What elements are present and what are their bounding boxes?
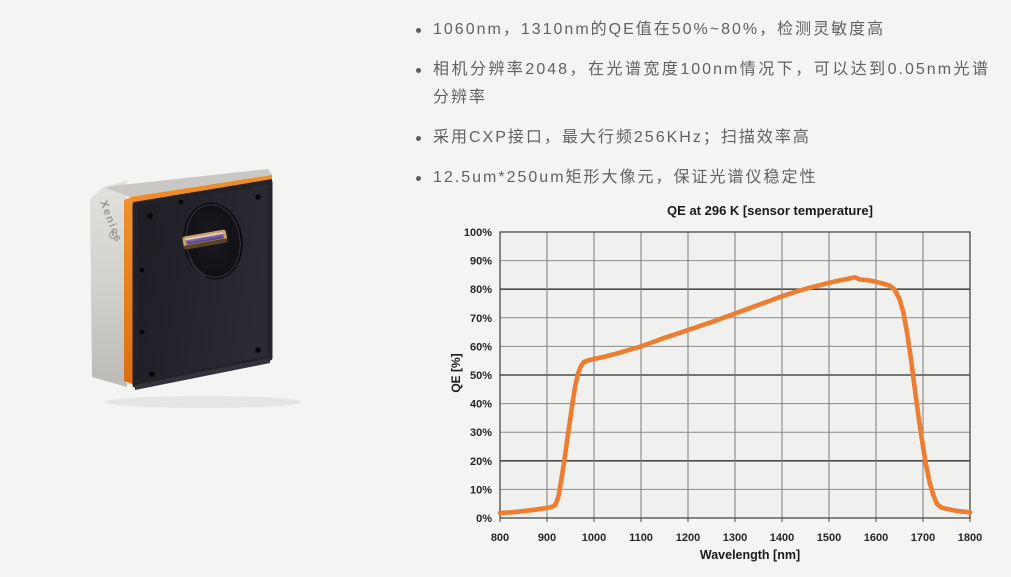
- y-tick-label: 50%: [470, 370, 492, 382]
- x-tick-label: 1300: [723, 532, 747, 544]
- bullet-dot-icon: [408, 16, 433, 44]
- y-tick-label: 80%: [470, 284, 492, 296]
- camera-bevel-highlight: [89, 179, 128, 200]
- aperture-inner-glint: [188, 257, 207, 278]
- camera-top-panel: [103, 169, 272, 197]
- x-tick-label: 1800: [958, 532, 982, 544]
- spec-item: 相机分辨率2048，在光谱宽度100nm情况下，可以达到0.05nm光谱分辨率: [408, 56, 990, 112]
- camera-shadow: [104, 396, 304, 408]
- x-tick-label: 1200: [676, 532, 700, 544]
- plot-layers: 800 900 1000 1100 1200 1300 1400 1500 1600 1700 18…: [464, 227, 982, 544]
- spec-item: 采用CXP接口，最大行频256KHz；扫描效率高: [408, 124, 990, 152]
- bullet-dot-icon: [408, 124, 433, 152]
- spec-item: 1060nm，1310nm的QE值在50%~80%，检测灵敏度高: [408, 16, 990, 44]
- camera-side-panel: [90, 180, 127, 387]
- camera-image: Xenics: [89, 169, 304, 408]
- x-tick-label: 1100: [629, 532, 653, 544]
- x-tick-label: 1500: [817, 532, 841, 544]
- bullet-dot-icon: [408, 164, 433, 192]
- camera-screws: [139, 194, 261, 377]
- x-tick-label: 900: [538, 532, 556, 544]
- y-tick-label: 70%: [470, 313, 492, 325]
- y-tick-label: 30%: [470, 427, 492, 439]
- y-tick-label: 0%: [476, 513, 492, 525]
- y-tick-label: 10%: [470, 484, 492, 496]
- chart-x-axis-label: Wavelength [nm]: [699, 548, 801, 562]
- spec-list: 1060nm，1310nm的QE值在50%~80%，检测灵敏度高相机分辨率204…: [408, 16, 990, 204]
- spec-text: 相机分辨率2048，在光谱宽度100nm情况下，可以达到0.05nm光谱分辨率: [433, 61, 990, 106]
- spec-item: 12.5um*250um矩形大像元，保证光谱仪稳定性: [408, 164, 990, 192]
- spec-text: 1060nm，1310nm的QE值在50%~80%，检测灵敏度高: [433, 21, 886, 38]
- camera-line-sensor: [182, 229, 228, 250]
- x-tick-label: 1000: [582, 532, 606, 544]
- plot-border: [499, 231, 971, 519]
- spec-text: 采用CXP接口，最大行频256KHz；扫描效率高: [433, 129, 811, 146]
- y-tick-label: 20%: [470, 456, 492, 468]
- spec-text: 12.5um*250um矩形大像元，保证光谱仪稳定性: [433, 169, 818, 186]
- x-tick-label: 800: [491, 532, 509, 544]
- product-photo: Xenics: [86, 166, 304, 412]
- brand-logo-dot: [112, 234, 114, 236]
- brand-logo-icon: [109, 231, 117, 239]
- x-tick-label: 1400: [770, 532, 794, 544]
- camera-orange-strip: [124, 196, 135, 385]
- x-tick-label: 1700: [911, 532, 935, 544]
- x-tick-label: 1600: [864, 532, 888, 544]
- qe-curve: [497, 274, 973, 516]
- qe-chart: QE at 296 K [sensor temperature] QE [%] …: [440, 200, 1011, 577]
- y-tick-label: 100%: [464, 227, 492, 239]
- y-tick-label: 40%: [470, 399, 492, 411]
- camera-orange-top-edge: [130, 175, 272, 202]
- y-tick-label: 60%: [470, 341, 492, 353]
- bullet-dot-icon: [408, 56, 433, 112]
- y-tick-label: 90%: [470, 256, 492, 268]
- chart-plot: 800 900 1000 1100 1200 1300 1400 1500 1600 1700 18…: [464, 227, 982, 544]
- chart-title: QE at 296 K [sensor temperature]: [667, 203, 873, 218]
- camera-plate-bottom-side: [135, 358, 270, 390]
